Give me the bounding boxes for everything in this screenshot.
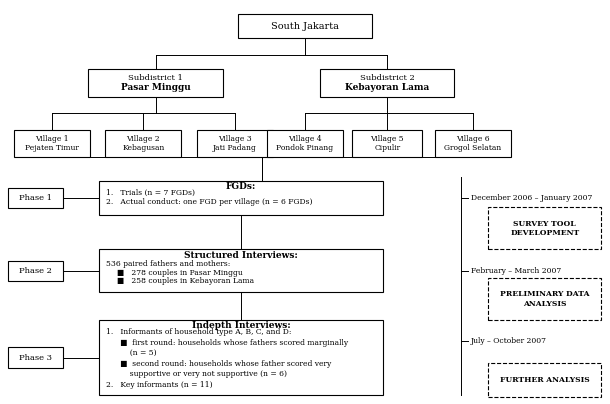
- FancyBboxPatch shape: [105, 130, 182, 156]
- FancyBboxPatch shape: [488, 278, 601, 320]
- Text: Grogol Selatan: Grogol Selatan: [444, 144, 501, 152]
- FancyBboxPatch shape: [196, 130, 273, 156]
- FancyBboxPatch shape: [488, 363, 601, 397]
- Text: Structured Interviews:: Structured Interviews:: [184, 251, 298, 260]
- Text: ■   278 couples in Pasar Minggu: ■ 278 couples in Pasar Minggu: [117, 269, 243, 277]
- Text: Pejaten Timur: Pejaten Timur: [25, 144, 79, 152]
- Text: February – March 2007: February – March 2007: [471, 267, 561, 275]
- Text: 1.   Informants of household type A, B, C, and D:: 1. Informants of household type A, B, C,…: [107, 328, 292, 336]
- Text: (n = 5): (n = 5): [107, 349, 157, 357]
- Text: ■  second round: households whose father scored very: ■ second round: households whose father …: [107, 360, 332, 368]
- Text: Subdistrict 1: Subdistrict 1: [128, 74, 183, 82]
- Text: Phase 3: Phase 3: [19, 354, 52, 362]
- Text: ■   258 couples in Kebayoran Lama: ■ 258 couples in Kebayoran Lama: [117, 277, 254, 285]
- Text: Jati Padang: Jati Padang: [213, 144, 257, 152]
- FancyBboxPatch shape: [88, 69, 223, 97]
- Text: 2.   Key informants (n = 11): 2. Key informants (n = 11): [107, 381, 213, 389]
- Text: SURVEY TOOL
DEVELOPMENT: SURVEY TOOL DEVELOPMENT: [510, 220, 580, 237]
- FancyBboxPatch shape: [267, 130, 343, 156]
- FancyBboxPatch shape: [238, 14, 372, 38]
- Text: Pondok Pinang: Pondok Pinang: [276, 144, 334, 152]
- Text: Subdistrict 2: Subdistrict 2: [360, 74, 415, 82]
- Text: FGDs:: FGDs:: [226, 181, 256, 191]
- Text: FURTHER ANALYSIS: FURTHER ANALYSIS: [500, 376, 590, 384]
- FancyBboxPatch shape: [99, 181, 383, 215]
- Text: Kebagusan: Kebagusan: [122, 144, 165, 152]
- Text: Village 6: Village 6: [456, 135, 490, 143]
- Text: Phase 1: Phase 1: [19, 194, 52, 202]
- FancyBboxPatch shape: [14, 130, 90, 156]
- Text: Indepth Interviews:: Indepth Interviews:: [192, 321, 290, 330]
- FancyBboxPatch shape: [99, 320, 383, 395]
- Text: PRELIMINARY DATA
ANALYSIS: PRELIMINARY DATA ANALYSIS: [500, 290, 589, 307]
- Text: Village 5: Village 5: [370, 135, 404, 143]
- Text: Village 1: Village 1: [35, 135, 69, 143]
- Text: Village 4: Village 4: [288, 135, 322, 143]
- Text: Cipulir: Cipulir: [375, 144, 400, 152]
- Text: Phase 2: Phase 2: [19, 267, 52, 275]
- Text: 2.   Actual conduct: one FGD per village (n = 6 FGDs): 2. Actual conduct: one FGD per village (…: [107, 198, 313, 206]
- Text: South Jakarta: South Jakarta: [271, 22, 339, 31]
- Text: ■  first round: households whose fathers scored marginally: ■ first round: households whose fathers …: [107, 339, 348, 347]
- FancyBboxPatch shape: [8, 261, 63, 281]
- Text: December 2006 – January 2007: December 2006 – January 2007: [471, 194, 592, 202]
- FancyBboxPatch shape: [8, 347, 63, 368]
- Text: 1.   Trials (n = 7 FGDs): 1. Trials (n = 7 FGDs): [107, 189, 195, 197]
- FancyBboxPatch shape: [8, 188, 63, 208]
- FancyBboxPatch shape: [353, 130, 422, 156]
- Text: Village 2: Village 2: [126, 135, 160, 143]
- FancyBboxPatch shape: [99, 249, 383, 292]
- Text: supportive or very not supportive (n = 6): supportive or very not supportive (n = 6…: [107, 370, 287, 378]
- Text: Kebayoran Lama: Kebayoran Lama: [345, 83, 429, 92]
- Text: July – October 2007: July – October 2007: [471, 337, 547, 345]
- Text: Pasar Minggu: Pasar Minggu: [121, 83, 190, 92]
- FancyBboxPatch shape: [434, 130, 511, 156]
- Text: Village 3: Village 3: [218, 135, 252, 143]
- Text: 536 paired fathers and mothers:: 536 paired fathers and mothers:: [107, 260, 231, 267]
- FancyBboxPatch shape: [488, 207, 601, 249]
- FancyBboxPatch shape: [320, 69, 454, 97]
